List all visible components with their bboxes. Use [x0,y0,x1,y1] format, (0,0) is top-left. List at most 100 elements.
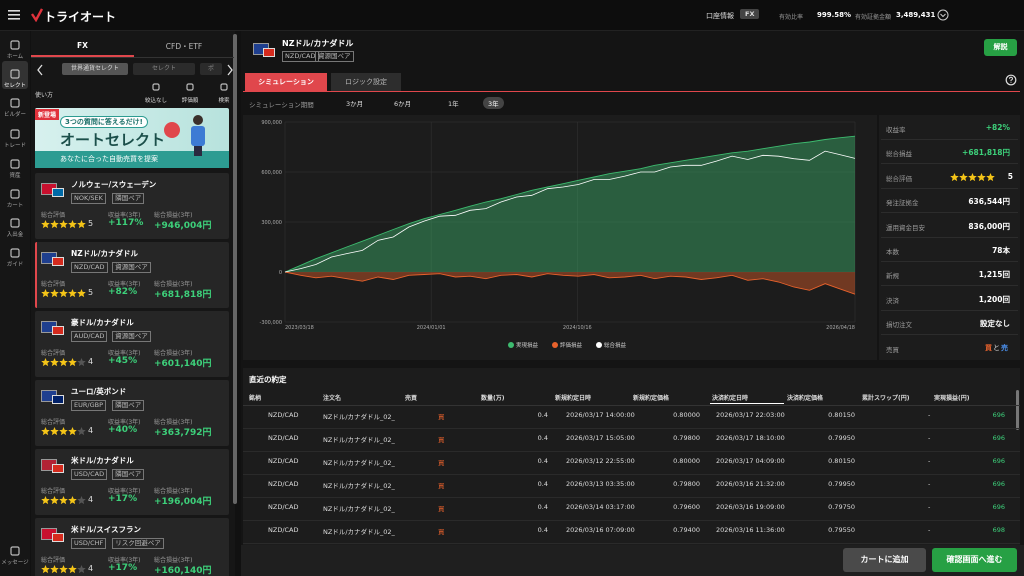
flag-secondary [52,464,64,473]
table-cell: 696 [993,411,1005,419]
y-tick-label: 300,000 [261,220,282,226]
account-info[interactable]: 口座情報 [706,11,734,21]
filter-chip[interactable]: セレクト [133,63,195,75]
star [77,220,86,228]
star [77,496,86,504]
nav-item[interactable]: 入出金 [0,230,30,238]
column-header: 決済約定価格 [787,393,823,402]
chip-arrow[interactable] [226,64,234,76]
list-tool[interactable]: 検索 [210,96,238,104]
nav-item[interactable]: カート [0,201,30,209]
nav-item[interactable]: セレクト [0,81,30,89]
x-tick-label: 2026/04/18 [826,325,855,331]
return-value: +17% [108,563,137,573]
star [50,358,59,366]
arrow [38,65,42,75]
star [59,496,68,504]
column-header: 新規約定価格 [633,393,669,402]
list-tool[interactable]: 評価順 [176,96,204,104]
add-to-cart-button[interactable]: カートに追加 [843,548,926,572]
period-option[interactable]: 6か月 [389,97,416,109]
menu-icon[interactable] [8,10,20,20]
nav-item[interactable]: ビルダー [0,110,30,118]
help-icon[interactable] [1005,74,1017,86]
table-cell: 698 [993,526,1005,534]
how-to[interactable]: 使い方 [35,90,53,99]
table-cell: 0.79750 [828,503,855,511]
nav-item[interactable]: メッセージ [0,558,30,566]
return-value: +40% [108,425,137,435]
icon-shape [11,190,19,198]
table-cell: NZドル/カナダドル_02_ [323,526,395,536]
icon [10,69,20,79]
table-cell: 0.4 [538,503,548,511]
rating-label: 総合評価 [41,348,65,357]
rating-value: 4 [88,357,93,366]
pair-tag: リスク回避ペア [112,538,164,549]
column-header: 決済約定日時 [712,393,748,402]
star [50,427,59,435]
table-cell: NZD/CAD [268,434,299,442]
star [968,173,977,181]
table-cell: 2026/03/12 22:55:00 [566,457,635,465]
rating-stars [41,358,88,367]
table-cell: NZドル/カナダドル_02_ [323,411,395,421]
trade-and: と [993,343,1000,353]
filter-chip[interactable]: 世界通貨セレクト [62,63,128,75]
icon-shape [153,84,159,90]
banner-title: オートセレクト [60,129,165,150]
star [68,358,77,366]
stat-value: 78本 [992,245,1010,256]
pair-tag: 資源国ペア [315,51,354,62]
table-cell: 0.79950 [828,480,855,488]
star [77,565,86,573]
account-dropdown[interactable] [937,9,949,21]
flag-secondary [52,395,64,404]
table-cell: 2026/03/17 15:05:00 [566,434,635,442]
tab-logic[interactable]: ロジック設定 [331,73,401,91]
row-divider [243,520,1020,521]
explain-button[interactable]: 解説 [984,39,1017,56]
stat-label: 発注証拠金 [886,197,919,207]
star [77,427,86,435]
filter-chip[interactable]: ポ [200,63,222,75]
star [68,220,77,228]
row-divider [243,451,1020,452]
nav-item[interactable]: トレード [0,141,30,149]
list-tool[interactable]: 絞込なし [142,96,170,104]
tab-simulation[interactable]: シミュレーション [245,73,327,91]
period-option[interactable]: 3年 [483,97,504,109]
table-cell: 0.4 [538,526,548,534]
legend-swatch [508,342,514,348]
nav-item[interactable]: ホーム [0,52,30,60]
pl-value: +681,818円 [154,287,212,300]
ratio-value: 999.58% [817,11,851,19]
margin-label: 有効証拠金額 [855,12,891,21]
stat-label: 収益率 [886,124,906,134]
chart: -300,0000300,000600,000900,0002023/03/18… [243,115,877,360]
tab-fx[interactable]: FX [31,41,134,50]
table-cell: 2026/03/13 03:35:00 [566,480,635,488]
confirm-button[interactable]: 確認画面へ進む [932,548,1017,572]
table-scrollbar [1016,390,1019,430]
table-cell: 買 [438,480,445,490]
illust-head [193,115,203,125]
chip-arrow[interactable] [36,64,44,76]
return-value: +45% [108,356,137,366]
rating-value: 4 [88,495,93,504]
nav-item[interactable]: 資産 [0,171,30,179]
legend-label: 総合損益 [604,341,627,349]
rating-value: 4 [88,426,93,435]
table-cell: 696 [993,480,1005,488]
icon [10,40,20,50]
table-cell: 0.4 [538,457,548,465]
rating-value: 5 [88,219,93,228]
table-cell: 0.79950 [828,434,855,442]
tab-cfd[interactable]: CFD・ETF [134,41,234,52]
column-header: 新規約定日時 [555,393,591,402]
stat-value: +681,818円 [962,147,1010,158]
period-option[interactable]: 3か月 [341,97,368,109]
period-option[interactable]: 1年 [443,97,464,109]
nav-item[interactable]: ガイド [0,260,30,268]
rating-stars [950,173,997,182]
